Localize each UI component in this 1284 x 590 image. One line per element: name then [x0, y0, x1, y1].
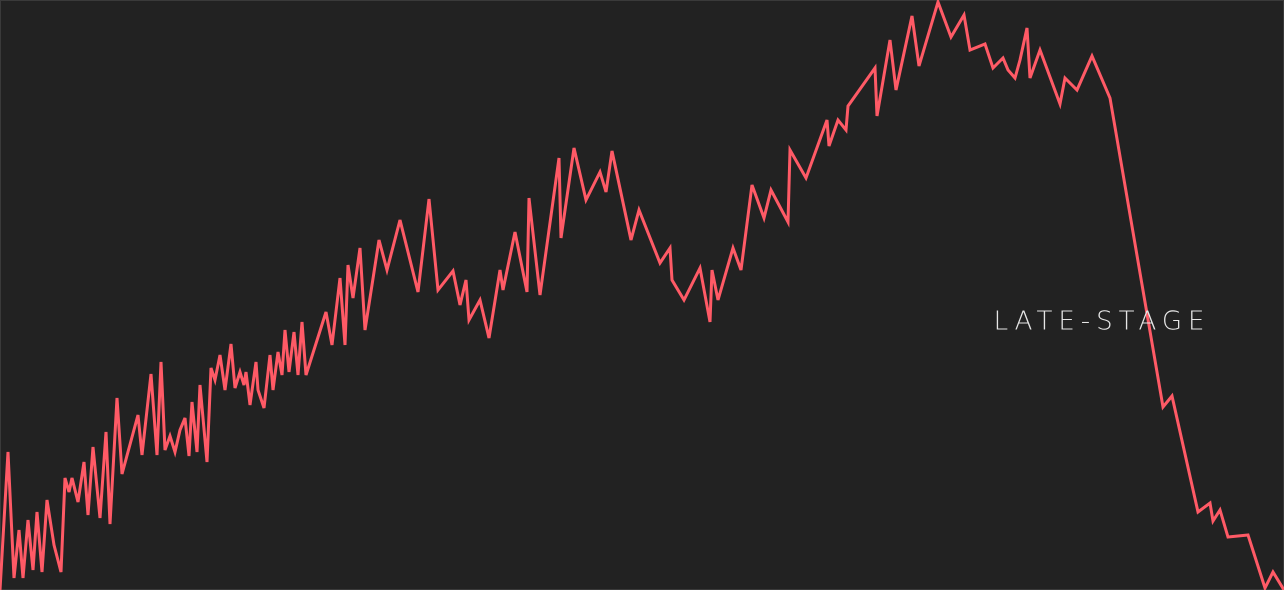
annotation: LATE-STAGE [994, 307, 1211, 337]
